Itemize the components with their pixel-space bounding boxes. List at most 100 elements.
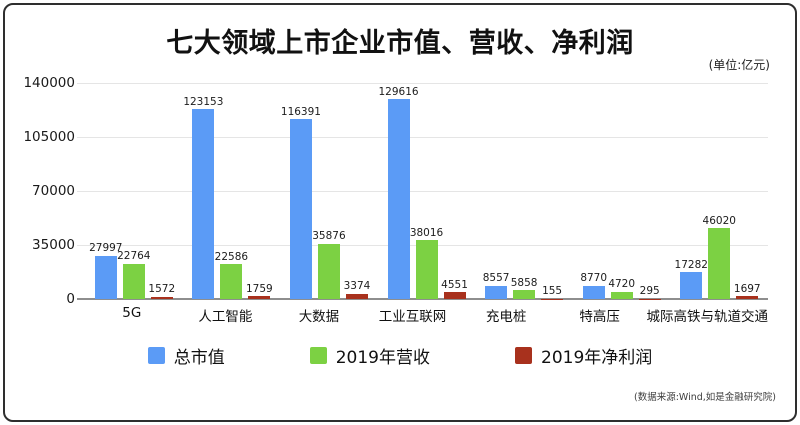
category-label: 5G	[122, 305, 142, 321]
legend-label: 2019年净利润	[541, 348, 653, 368]
bar-group: 129616 38016 4551	[378, 83, 476, 299]
bar	[582, 285, 605, 299]
bar-value-label: 4720	[608, 278, 636, 291]
bar-column: 22764	[117, 251, 150, 299]
bar-value-label: 8770	[580, 272, 608, 284]
bar-value-label: 27997	[89, 242, 123, 255]
y-tick-label: 70000	[32, 183, 75, 199]
bar	[485, 285, 508, 299]
category-label: 城际高铁与轨道交通	[646, 309, 768, 325]
bar-group: 27997 22764 1572	[85, 83, 183, 299]
bar-column: 295	[638, 285, 661, 299]
legend-label: 总市值	[173, 348, 225, 368]
bar-column: 46020	[703, 215, 736, 299]
bar	[638, 298, 661, 299]
legend-item: 2019年净利润	[515, 343, 652, 368]
legend-swatch	[515, 347, 532, 364]
y-tick-label: 140000	[23, 75, 75, 91]
bar-value-label: 17282	[674, 258, 708, 271]
y-tick-label: 35000	[32, 237, 75, 253]
bar-group: 8770 4720 295	[573, 83, 671, 299]
bar	[610, 291, 633, 299]
legend-label: 2019年营收	[335, 348, 430, 368]
bar	[415, 240, 438, 299]
bar-column: 3374	[344, 281, 370, 299]
bar	[387, 99, 410, 299]
bar-value-label: 1697	[733, 282, 761, 295]
bars-row: 27997 22764 1572 123153 22586 1759 116391 35876…	[85, 83, 768, 299]
bar-column: 22586	[215, 252, 248, 299]
bar-group: 17282 46020 1697	[670, 83, 768, 299]
x-axis-line	[77, 298, 768, 300]
source-note: (数据来源:Wind,如是金融研究院)	[633, 392, 776, 403]
bar	[345, 293, 368, 299]
bar	[443, 292, 466, 299]
bar-column: 8770	[580, 272, 608, 299]
bar-value-label: 295	[639, 285, 660, 297]
bar	[317, 243, 340, 299]
bar	[122, 263, 145, 299]
category-label: 特高压	[579, 309, 620, 325]
category-label: 人工智能	[198, 309, 253, 325]
chart-title: 七大领域上市企业市值、营收、净利润	[166, 28, 634, 59]
bar-column: 17282	[675, 260, 708, 299]
bar-value-label: 4551	[441, 278, 468, 291]
bar	[220, 264, 243, 299]
bar-column: 123153	[183, 96, 223, 299]
bar-value-label: 1572	[148, 283, 176, 296]
gridline	[77, 137, 768, 138]
bar-value-label: 22586	[214, 250, 249, 263]
bar-column: 1759	[246, 282, 273, 299]
bar	[192, 109, 215, 299]
bar	[150, 296, 173, 299]
bar-group: 8557 5858 155	[475, 83, 573, 299]
bar	[680, 272, 703, 299]
gridline	[77, 83, 768, 84]
bar-column: 27997	[89, 243, 122, 299]
category-label: 大数据	[298, 309, 340, 325]
bar	[289, 119, 312, 299]
bar-column: 1697	[733, 282, 761, 299]
gridline	[77, 191, 768, 192]
bar-column: 4551	[441, 278, 468, 299]
bar	[708, 228, 731, 299]
bar-value-label: 35876	[312, 230, 346, 243]
y-tick-label: 105000	[23, 129, 75, 145]
legend-item: 2019年营收	[309, 343, 430, 368]
bar-column: 35876	[312, 231, 346, 299]
bar-value-label: 155	[542, 285, 563, 298]
bar-value-label: 1759	[246, 282, 273, 295]
bar-value-label: 5858	[510, 276, 538, 289]
unit-note: (单位:亿元)	[708, 58, 770, 72]
bar	[248, 296, 271, 299]
bar-value-label: 123153	[183, 95, 224, 108]
bar-column: 4720	[608, 278, 636, 299]
bar-value-label: 116391	[280, 105, 321, 118]
bar-value-label: 129616	[378, 85, 419, 98]
bar-column: 116391	[281, 107, 321, 299]
bar-value-label: 8557	[482, 272, 510, 285]
bar-column: 1572	[148, 283, 176, 299]
bar-value-label: 22764	[117, 250, 151, 263]
category-label: 充电桩	[485, 309, 527, 325]
legend-item: 总市值	[147, 343, 225, 368]
bar-group: 116391 35876 3374	[280, 83, 378, 299]
bar-column: 5858	[510, 276, 538, 299]
bar-column: 38016	[410, 228, 443, 299]
legend: 总市值 2019年营收 2019年净利润	[0, 343, 800, 368]
legend-swatch	[309, 347, 327, 364]
bar	[94, 255, 117, 299]
category-label: 工业互联网	[378, 309, 447, 325]
bar	[736, 296, 759, 299]
bar-column: 8557	[482, 272, 510, 299]
bar-column: 129616	[378, 86, 419, 299]
bar-value-label: 38016	[409, 226, 444, 239]
bar-value-label: 46020	[702, 214, 736, 227]
bar-group: 123153 22586 1759	[183, 83, 281, 299]
bar-column: 155	[541, 285, 564, 299]
y-tick-label: 0	[66, 291, 75, 307]
legend-swatch	[147, 347, 165, 364]
bar	[513, 290, 536, 299]
plot-area: 0 35000 70000 105000 140000 27997 22764 1572 123…	[23, 75, 768, 307]
